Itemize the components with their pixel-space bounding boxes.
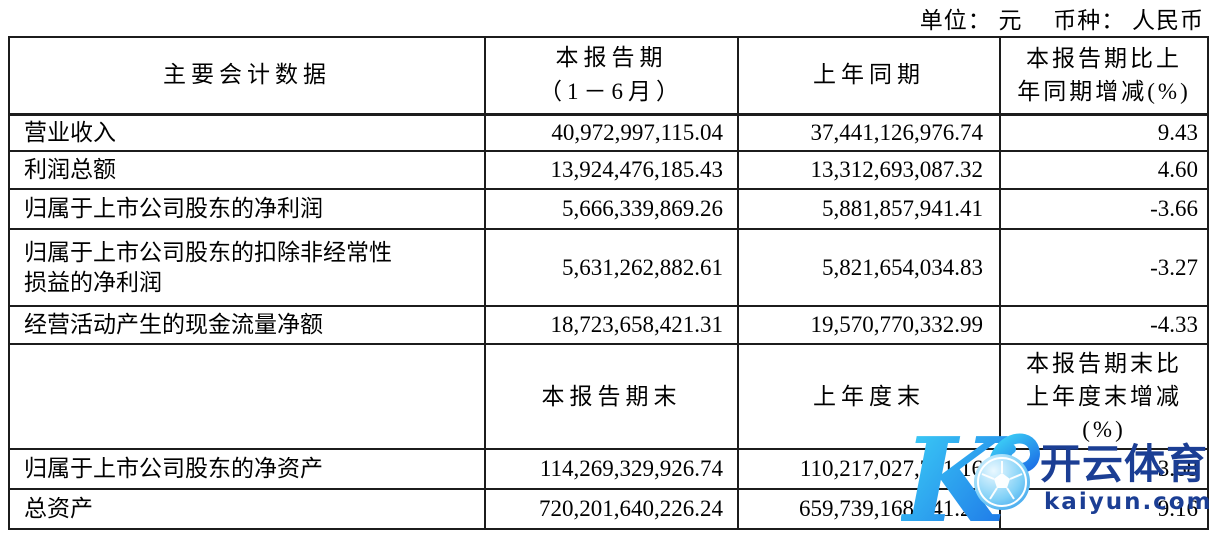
table-row: 归属于上市公司股东的净利润 5,666,339,869.26 5,881,857…: [8, 188, 1209, 230]
change-percent-value: 3.68: [999, 448, 1209, 490]
prior-period-value: 19,570,770,332.99: [737, 305, 1001, 345]
header-current-period-line2: （1－6月）: [539, 79, 684, 105]
row-label: 归属于上市公司股东的净资产: [8, 448, 486, 490]
header-change-percent: 本报告期比上 年同期增减(%): [999, 36, 1209, 116]
table-row: 经营活动产生的现金流量净额 18,723,658,421.31 19,570,7…: [8, 305, 1209, 345]
header-change-line1: 本报告期比上: [1026, 46, 1182, 72]
table-row: 归属于上市公司股东的扣除非经常性 损益的净利润 5,631,262,882.61…: [8, 228, 1209, 307]
current-period-value: 18,723,658,421.31: [484, 305, 739, 345]
row-label: 经营活动产生的现金流量净额: [8, 305, 486, 345]
change-percent-value: 9.16: [999, 488, 1209, 530]
subheader-change-line1: 本报告期末比: [1026, 351, 1182, 376]
current-period-value: 40,972,997,115.04: [484, 113, 739, 152]
current-period-value: 114,269,329,926.74: [484, 448, 739, 490]
header-current-period: 本报告期 （1－6月）: [484, 36, 739, 116]
current-period-value: 13,924,476,185.43: [484, 150, 739, 190]
row-label: 营业收入: [8, 113, 486, 152]
subheader-change-line2: 上年度末增减: [1026, 384, 1182, 409]
subheader-change-line3: (%): [1082, 417, 1126, 442]
subheader-change-percent: 本报告期末比 上年度末增减 (%): [999, 343, 1209, 450]
prior-period-value: 37,441,126,976.74: [737, 113, 1001, 152]
prior-period-value: 110,217,027,781.16: [737, 448, 1001, 490]
current-period-value: 5,666,339,869.26: [484, 188, 739, 230]
change-percent-value: 4.60: [999, 150, 1209, 190]
subheader-empty-cell: [8, 343, 486, 450]
change-percent-value: -3.27: [999, 228, 1209, 307]
row-label: 利润总额: [8, 150, 486, 190]
header-change-line2: 年同期增减(%): [1017, 79, 1191, 105]
row-label: 归属于上市公司股东的扣除非经常性 损益的净利润: [8, 228, 486, 307]
table-header-row: 主要会计数据 本报告期 （1－6月） 上年同期 本报告期比上 年同期增减(%): [8, 36, 1209, 116]
row-label-line2: 损益的净利润: [24, 269, 162, 295]
row-label: 归属于上市公司股东的净利润: [8, 188, 486, 230]
current-period-value: 720,201,640,226.24: [484, 488, 739, 530]
table-row: 归属于上市公司股东的净资产 114,269,329,926.74 110,217…: [8, 448, 1209, 490]
current-period-value: 5,631,262,882.61: [484, 228, 739, 307]
table-row: 营业收入 40,972,997,115.04 37,441,126,976.74…: [8, 113, 1209, 152]
prior-period-value: 13,312,693,087.32: [737, 150, 1001, 190]
table-row: 利润总额 13,924,476,185.43 13,312,693,087.32…: [8, 150, 1209, 190]
unit-currency-note: 单位： 元 币种： 人民币: [919, 8, 1204, 33]
row-label: 总资产: [8, 488, 486, 530]
header-prior-period: 上年同期: [737, 36, 1001, 116]
table-row: 总资产 720,201,640,226.24 659,739,168,841.2…: [8, 488, 1209, 530]
row-label-line1: 归属于上市公司股东的扣除非经常性: [24, 239, 392, 265]
header-current-period-line1: 本报告期: [555, 45, 668, 71]
prior-period-value: 5,881,857,941.41: [737, 188, 1001, 230]
subheader-period-end: 本报告期末: [484, 343, 739, 450]
change-percent-value: -4.33: [999, 305, 1209, 345]
prior-period-value: 5,821,654,034.83: [737, 228, 1001, 307]
key-accounting-data-table: 主要会计数据 本报告期 （1－6月） 上年同期 本报告期比上 年同期增减(%) …: [8, 36, 1209, 530]
header-main-data: 主要会计数据: [8, 36, 486, 116]
change-percent-value: -3.66: [999, 188, 1209, 230]
table-subheader-row: 本报告期末 上年度末 本报告期末比 上年度末增减 (%): [8, 343, 1209, 450]
prior-period-value: 659,739,168,841.27: [737, 488, 1001, 530]
subheader-prior-year-end: 上年度末: [737, 343, 1001, 450]
change-percent-value: 9.43: [999, 113, 1209, 152]
